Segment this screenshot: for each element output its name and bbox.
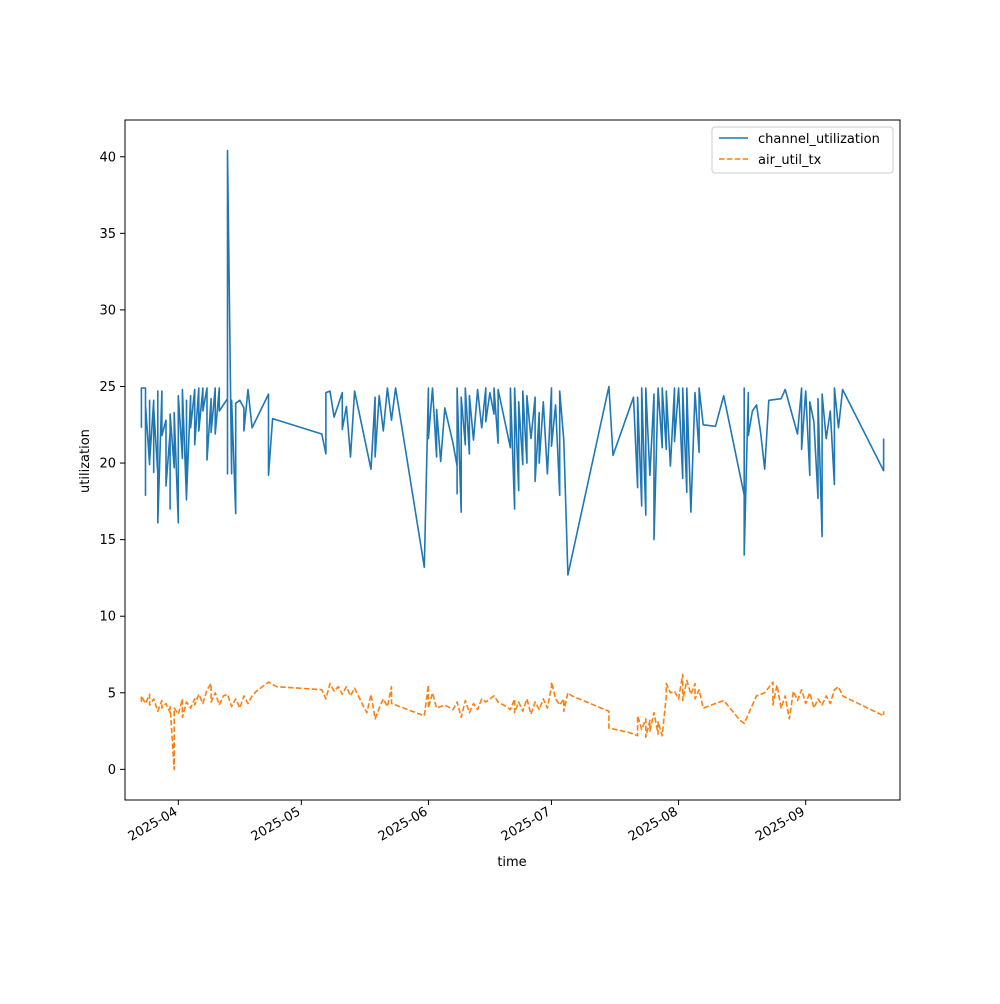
y-tick-label: 40 — [99, 150, 116, 165]
y-tick-label: 35 — [99, 227, 116, 242]
x-axis-label: time — [497, 855, 526, 870]
y-tick-label: 30 — [99, 303, 116, 318]
legend-label-channel-utilization: channel_utilization — [758, 132, 880, 147]
series-line-air-util-tx — [140, 673, 885, 771]
plot-frame — [124, 119, 901, 801]
y-tick-label: 20 — [99, 457, 116, 472]
y-tick-label: 10 — [99, 610, 116, 625]
legend-box — [711, 126, 894, 174]
y-tick-label: 25 — [99, 380, 116, 395]
y-axis-label: utilization — [78, 429, 93, 493]
series-line-channel-utilization — [140, 149, 885, 576]
y-tick-label: 0 — [108, 763, 116, 778]
y-tick-label: 5 — [108, 686, 116, 701]
y-axis: 0 5 10 15 20 25 30 35 40 — [99, 150, 125, 778]
y-tick-label: 15 — [99, 533, 116, 548]
series-layer — [140, 149, 885, 771]
legend-label-air-util-tx: air_util_tx — [758, 153, 822, 168]
legend: channel_utilization air_util_tx — [711, 126, 894, 174]
